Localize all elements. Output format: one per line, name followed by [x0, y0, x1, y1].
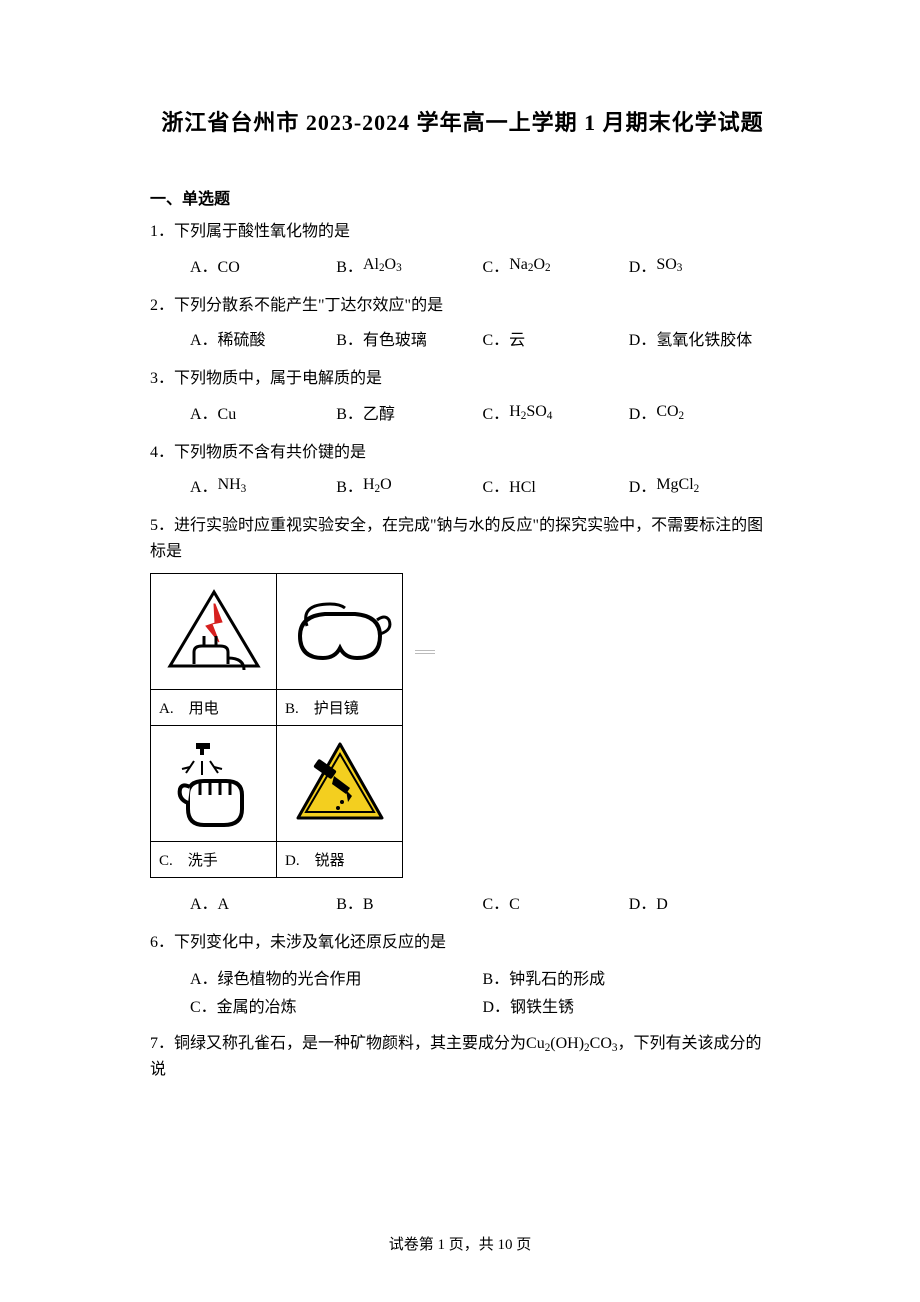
q5-options: A．A B．B C．C D．D: [150, 890, 775, 914]
page-footer: 试卷第 1 页，共 10 页: [150, 1233, 770, 1254]
wash-hands-icon: [164, 733, 264, 833]
q3-stem: 3．下列物质中，属于电解质的是: [150, 366, 775, 392]
q5-label-c: C. 洗手: [151, 841, 277, 877]
q5-icon-d-cell: [277, 725, 403, 841]
q5-icon-a-cell: [151, 573, 277, 689]
q6-d: D．钢铁生锈: [483, 991, 776, 1019]
q4-c: C．HCl: [483, 473, 629, 497]
q5-label-d: D. 锐器: [277, 841, 403, 877]
q1-stem: 1．下列属于酸性氧化物的是: [150, 219, 775, 245]
q5-label-b: B. 护目镜: [277, 689, 403, 725]
formula-mgcl2: MgCl2: [656, 476, 699, 494]
q2-stem: 2．下列分散系不能产生"丁达尔效应"的是: [150, 293, 775, 319]
q4-d: D．MgCl2: [629, 473, 775, 497]
q4-stem: 4．下列物质不含有共价键的是: [150, 440, 775, 466]
q5-stem: 5．进行实验时应重视实验安全，在完成"钠与水的反应"的探究实验中，不需要标注的图…: [150, 513, 775, 564]
q5-icon-c-cell: [151, 725, 277, 841]
q1-b: B．Al2O3: [336, 253, 482, 277]
sharp-icon: [290, 736, 390, 831]
q5-d: D．D: [629, 890, 775, 914]
q6-stem: 6．下列变化中，未涉及氧化还原反应的是: [150, 930, 775, 956]
section-header: 一、单选题: [150, 185, 775, 209]
q3-b: B．乙醇: [336, 400, 482, 424]
q6-a: A．绿色植物的光合作用: [190, 963, 483, 991]
q7-stem: 7．铜绿又称孔雀石，是一种矿物颜料，其主要成分为Cu2(OH)2CO3，下列有关…: [150, 1031, 775, 1082]
q1-options: A．CO B．Al2O3 C．Na2O2 D．SO3: [150, 253, 775, 277]
q2-d: D．氢氧化铁胶体: [629, 326, 775, 350]
q4-b: B．H2O: [336, 473, 482, 497]
formula-so3: SO3: [656, 256, 682, 274]
q5-icon-b-cell: [277, 573, 403, 689]
electricity-icon: [164, 586, 264, 676]
q3-d: D．CO2: [629, 400, 775, 424]
q2-a: A．稀硫酸: [190, 326, 336, 350]
formula-na2o2: Na2O2: [509, 256, 550, 274]
q2-b: B．有色玻璃: [336, 326, 482, 350]
formula-cu2oh2co3: Cu2(OH)2CO3: [526, 1035, 617, 1052]
formula-al2o3: Al2O3: [363, 256, 402, 274]
watermark-icon: [415, 650, 435, 654]
q2-c: C．云: [483, 326, 629, 350]
q3-a: A．Cu: [190, 400, 336, 424]
formula-h2so4: H2SO4: [509, 403, 552, 421]
q1-c: C．Na2O2: [483, 253, 629, 277]
formula-h2o: H2O: [363, 476, 392, 494]
q5-a: A．A: [190, 890, 336, 914]
formula-nh3: NH3: [218, 476, 247, 494]
q5-icon-table: A. 用电 B. 护目镜: [150, 573, 403, 878]
q6-c: C．金属的冶炼: [190, 991, 483, 1019]
q1-a: A．CO: [190, 253, 336, 277]
goggles-icon: [285, 586, 395, 676]
q6-options: A．绿色植物的光合作用 B．钟乳石的形成 C．金属的冶炼 D．钢铁生锈: [150, 963, 775, 1019]
q2-options: A．稀硫酸 B．有色玻璃 C．云 D．氢氧化铁胶体: [150, 326, 775, 350]
q6-b: B．钟乳石的形成: [483, 963, 776, 991]
q3-c: C．H2SO4: [483, 400, 629, 424]
q5-c: C．C: [483, 890, 629, 914]
formula-co2: CO2: [656, 403, 684, 421]
q5-b: B．B: [336, 890, 482, 914]
q4-a: A．NH3: [190, 473, 336, 497]
q5-label-a: A. 用电: [151, 689, 277, 725]
q1-d: D．SO3: [629, 253, 775, 277]
page-title: 浙江省台州市 2023-2024 学年高一上学期 1 月期末化学试题: [150, 105, 775, 137]
q4-options: A．NH3 B．H2O C．HCl D．MgCl2: [150, 473, 775, 497]
q3-options: A．Cu B．乙醇 C．H2SO4 D．CO2: [150, 400, 775, 424]
